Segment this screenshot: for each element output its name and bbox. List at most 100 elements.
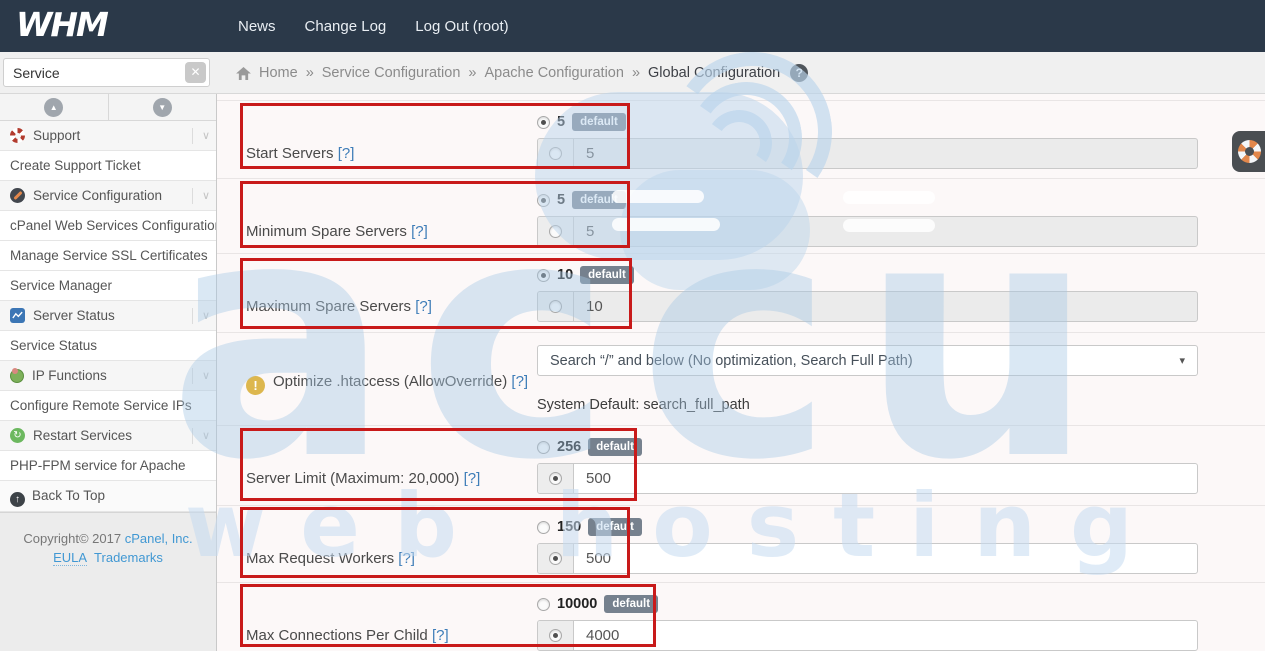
custom-radio-addon: [538, 621, 574, 650]
default-radio[interactable]: [537, 193, 550, 207]
breadcrumb-home[interactable]: Home: [259, 65, 298, 81]
sidebar-item-label: Service Configuration: [33, 188, 163, 203]
cpanel-link[interactable]: cPanel, Inc.: [124, 531, 193, 546]
sidebar-item-manage-service-ssl-certificates[interactable]: Manage Service SSL Certificates: [0, 241, 216, 271]
scroll-down-button[interactable]: ▼: [107, 94, 217, 120]
chevron-up-icon: ▲: [44, 97, 64, 117]
form-row-optimize-htaccess: ! Optimize .htaccess (AllowOverride) [?] …: [217, 332, 1265, 425]
custom-radio[interactable]: [549, 472, 562, 485]
custom-radio-addon: [538, 217, 574, 246]
sidebar-item-create-support-ticket[interactable]: Create Support Ticket: [0, 151, 216, 181]
breadcrumb-separator: »: [468, 65, 477, 81]
breadcrumb: Home » Service Configuration » Apache Co…: [236, 52, 809, 94]
field-label-text: Max Connections Per Child: [246, 627, 428, 644]
help-link[interactable]: [?]: [431, 627, 449, 644]
sidebar-item-label: cPanel Web Services Configuration: [10, 218, 216, 233]
custom-value-input[interactable]: [574, 544, 1197, 573]
form-row-maximum-spare-servers: Maximum Spare Servers [?] 10 default: [217, 253, 1265, 332]
default-badge: default: [604, 595, 659, 613]
breadcrumb-apache-configuration[interactable]: Apache Configuration: [484, 65, 624, 81]
custom-radio[interactable]: [549, 225, 562, 238]
page-help-icon[interactable]: ?: [790, 64, 809, 82]
sidebar-item-service-configuration[interactable]: Service Configuration ∨: [0, 181, 216, 211]
lifering-icon: [10, 128, 25, 143]
chevron-down-icon[interactable]: ∨: [191, 188, 210, 204]
search-input[interactable]: [4, 59, 182, 86]
sidebar-item-configure-remote-service-ips[interactable]: Configure Remote Service IPs: [0, 391, 216, 421]
allowoverride-select[interactable]: Search “/” and below (No optimization, S…: [537, 345, 1198, 376]
sidebar-item-label: PHP-FPM service for Apache: [10, 458, 186, 473]
support-widget-button[interactable]: [1232, 131, 1265, 172]
help-link[interactable]: [?]: [511, 373, 529, 390]
custom-radio[interactable]: [549, 552, 562, 565]
sidebar-item-service-manager[interactable]: Service Manager: [0, 271, 216, 301]
sidebar-item-service-status[interactable]: Service Status: [0, 331, 216, 361]
globe-icon: [10, 367, 24, 383]
sidebar-item-server-status[interactable]: Server Status ∨: [0, 301, 216, 331]
sidebar-item-label: Manage Service SSL Certificates: [10, 248, 208, 263]
default-option: 5 default: [537, 112, 626, 132]
custom-value-input[interactable]: [574, 139, 1197, 168]
default-radio[interactable]: [537, 597, 550, 611]
field-label: Start Servers [?]: [246, 138, 354, 169]
select-caret-icon: ▾: [1179, 355, 1185, 367]
breadcrumb-service-configuration[interactable]: Service Configuration: [321, 65, 461, 81]
default-option: 150 default: [537, 517, 642, 537]
custom-value-input[interactable]: [574, 292, 1197, 321]
nav-change-log[interactable]: Change Log: [304, 17, 387, 35]
help-link[interactable]: [?]: [415, 298, 432, 315]
default-option: 10000 default: [537, 594, 659, 614]
field-label-text: Max Request Workers: [246, 550, 395, 567]
chevron-down-icon[interactable]: ∨: [191, 428, 210, 444]
eula-link[interactable]: EULA: [53, 550, 88, 566]
help-link[interactable]: [?]: [398, 550, 415, 567]
field-label-text: Start Servers: [246, 145, 334, 162]
default-radio[interactable]: [537, 268, 550, 282]
clear-search-icon[interactable]: ✕: [185, 62, 206, 83]
custom-radio-addon: [538, 544, 574, 573]
custom-value-input[interactable]: [574, 217, 1197, 246]
nav-news[interactable]: News: [238, 17, 276, 35]
default-badge: default: [580, 266, 634, 284]
scroll-up-button[interactable]: ▲: [0, 94, 108, 120]
custom-radio[interactable]: [549, 629, 562, 642]
field-label: Minimum Spare Servers [?]: [246, 216, 428, 247]
custom-value-input[interactable]: [574, 621, 1197, 650]
sidebar-item-ip-functions[interactable]: IP Functions ∨: [0, 361, 216, 391]
custom-radio[interactable]: [549, 147, 562, 160]
breadcrumb-separator: »: [305, 65, 314, 81]
default-radio[interactable]: [537, 115, 550, 129]
chevron-down-icon[interactable]: ∨: [191, 128, 210, 144]
sidebar-item-php-fpm-service-for-apache[interactable]: PHP-FPM service for Apache: [0, 451, 216, 481]
nav-log-out[interactable]: Log Out (root): [415, 17, 509, 35]
chevron-down-icon[interactable]: ∨: [191, 308, 210, 324]
help-link[interactable]: [?]: [463, 470, 481, 487]
sidebar-item-cpanel-web-services-configuration[interactable]: cPanel Web Services Configuration: [0, 211, 216, 241]
default-value: 10000: [557, 596, 598, 612]
default-radio[interactable]: [537, 440, 550, 454]
help-link[interactable]: [?]: [411, 223, 428, 240]
sidebar-item-restart-services[interactable]: ↻ Restart Services ∨: [0, 421, 216, 451]
form-row-start-servers: Start Servers [?] 5 default: [217, 100, 1265, 178]
sidebar-item-label: Service Manager: [10, 278, 113, 293]
back-to-top-button[interactable]: ↑ Back To Top: [0, 481, 216, 512]
custom-radio[interactable]: [549, 300, 562, 313]
help-link[interactable]: [?]: [337, 145, 355, 162]
global-configuration-form: Start Servers [?] 5 default Minimum Spar…: [217, 94, 1265, 651]
default-option: 256 default: [537, 437, 642, 457]
field-label: Max Request Workers [?]: [246, 543, 415, 574]
sidebar-item-label: Restart Services: [33, 428, 133, 443]
default-value: 5: [557, 114, 566, 130]
chevron-down-icon[interactable]: ∨: [191, 368, 210, 384]
top-nav: News Change Log Log Out (root): [238, 0, 509, 52]
custom-value-group: [537, 463, 1198, 494]
default-radio[interactable]: [537, 520, 550, 534]
sidebar-item-support[interactable]: Support ∨: [0, 121, 216, 151]
sidebar-item-label: Service Status: [10, 338, 98, 353]
default-badge: default: [572, 113, 626, 131]
custom-value-group: [537, 620, 1198, 651]
trademarks-link[interactable]: Trademarks: [94, 550, 163, 565]
sidebar-item-label: Server Status: [33, 308, 115, 323]
form-row-server-limit: Server Limit (Maximum: 20,000) [?] 256 d…: [217, 425, 1265, 505]
custom-value-input[interactable]: [574, 464, 1197, 493]
